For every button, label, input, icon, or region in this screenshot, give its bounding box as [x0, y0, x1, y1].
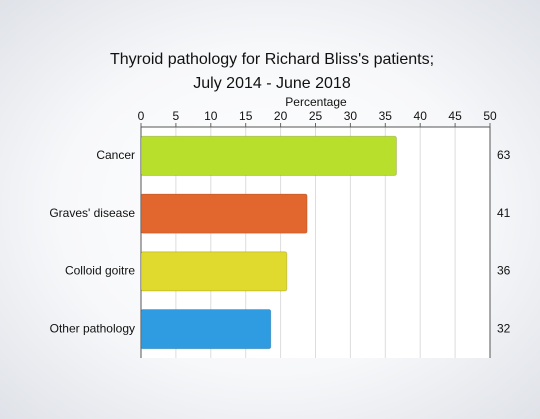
x-tick-label: 45: [448, 109, 462, 123]
x-tick-label: 35: [379, 109, 393, 123]
x-tick-label: 40: [414, 109, 428, 123]
x-tick-label: 20: [274, 109, 288, 123]
chart-subtitle: July 2014 - June 2018: [193, 75, 351, 92]
x-tick-label: 50: [483, 109, 497, 123]
x-tick-label: 5: [173, 109, 180, 123]
x-tick-label: 15: [239, 109, 253, 123]
count-label: 32: [497, 321, 511, 335]
y-tick-label: Colloid goitre: [65, 264, 135, 278]
x-tick-label: 25: [309, 109, 323, 123]
bar: [140, 251, 288, 292]
count-label: 41: [497, 206, 511, 220]
x-axis-label: Percentage: [285, 95, 347, 109]
bar: [140, 308, 272, 350]
count-label: 63: [497, 148, 511, 162]
bar: [140, 135, 397, 177]
count-label: 36: [497, 264, 511, 278]
bar: [140, 193, 308, 234]
x-tick-label: 0: [138, 109, 145, 123]
y-tick-label: Cancer: [96, 148, 135, 162]
x-tick-label: 30: [344, 109, 358, 123]
x-tick-label: 10: [204, 109, 218, 123]
chart-title: Thyroid pathology for Richard Bliss's pa…: [110, 51, 434, 68]
y-tick-label: Other pathology: [50, 321, 135, 335]
y-tick-label: Graves' disease: [49, 206, 135, 220]
